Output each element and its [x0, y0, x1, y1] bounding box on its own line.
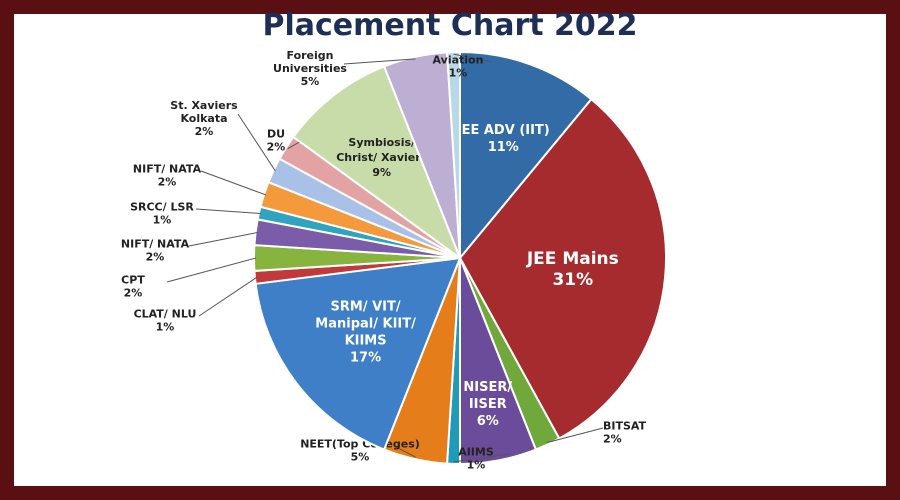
leader-line: [393, 445, 416, 458]
slice-category-label: CLAT/ NLU: [134, 308, 197, 321]
pie-slice-15: [291, 65, 463, 261]
slice-percent-label: 2%: [603, 433, 622, 446]
slice-percent-label: 2%: [195, 125, 214, 138]
slice-category-label: Kolkata: [180, 112, 227, 125]
slice-category-label: CPT: [121, 274, 145, 287]
slice-percent-label: 2%: [146, 251, 165, 264]
leader-line: [200, 170, 267, 196]
slice-category-label: Manipal/ KIIT/: [315, 316, 416, 331]
slice-category-label: BITSAT: [603, 420, 647, 433]
slice-category-label: SRM/ VIT/: [331, 299, 401, 314]
slice-category-label: DU: [267, 128, 285, 141]
leader-line: [546, 427, 604, 444]
slice-category-label: JEE Mains: [526, 249, 619, 269]
pie-slice-1: [459, 50, 593, 261]
slice-percent-label: 31%: [552, 270, 593, 290]
slice-category-label: Foreign: [287, 49, 334, 62]
leader-line: [237, 113, 276, 172]
slice-percent-label: 2%: [158, 176, 177, 189]
slice-percent-label: 1%: [467, 459, 486, 472]
slice-category-label: Symbiosis/: [348, 136, 416, 149]
leader-line: [166, 257, 257, 283]
slice-category-label: NISER/: [463, 380, 512, 395]
slice-category-label: Aviation: [433, 54, 484, 67]
slice-percent-label: 6%: [477, 414, 499, 429]
slice-percent-label: 17%: [350, 350, 381, 365]
slice-category-label: AIIMS: [458, 446, 494, 459]
pie-slice-17: [446, 50, 461, 259]
slice-category-label: St. Xaviers: [170, 99, 238, 112]
slice-percent-label: 1%: [153, 214, 172, 227]
slice-category-label: KIIMS: [345, 333, 387, 348]
leader-line: [188, 231, 258, 247]
slice-percent-label: 5%: [351, 451, 370, 464]
slice-category-label: Universities: [273, 62, 347, 75]
slice-category-label: NEET(Top Colleges): [300, 438, 420, 451]
slice-percent-label: 1%: [156, 321, 175, 334]
leader-line: [453, 453, 511, 463]
slice-category-label: SRCC/ LSR: [130, 201, 194, 214]
slice-percent-label: 5%: [301, 75, 320, 88]
slice-percent-label: 1%: [449, 67, 468, 80]
leader-line: [453, 53, 493, 63]
slice-percent-label: 9%: [372, 166, 391, 179]
chart-title: Placement Chart 2022: [262, 8, 638, 43]
slice-category-label: JEE ADV (IIT): [456, 123, 550, 138]
pie-slice-2: [458, 97, 667, 440]
leader-line: [343, 58, 416, 65]
slice-category-label: Christ/ Xaviers: [336, 151, 427, 164]
slice-category-label: NIFT/ NATA: [133, 163, 202, 176]
slice-category-label: IISER: [469, 397, 507, 412]
slice-percent-label: 2%: [124, 287, 143, 300]
slice-percent-label: 11%: [488, 140, 519, 155]
slice-category-label: NIFT/ NATA: [121, 238, 190, 251]
leader-line: [195, 208, 261, 214]
slice-percent-label: 2%: [267, 141, 286, 154]
pie-slice-7: [254, 256, 462, 451]
leader-line: [198, 276, 258, 317]
